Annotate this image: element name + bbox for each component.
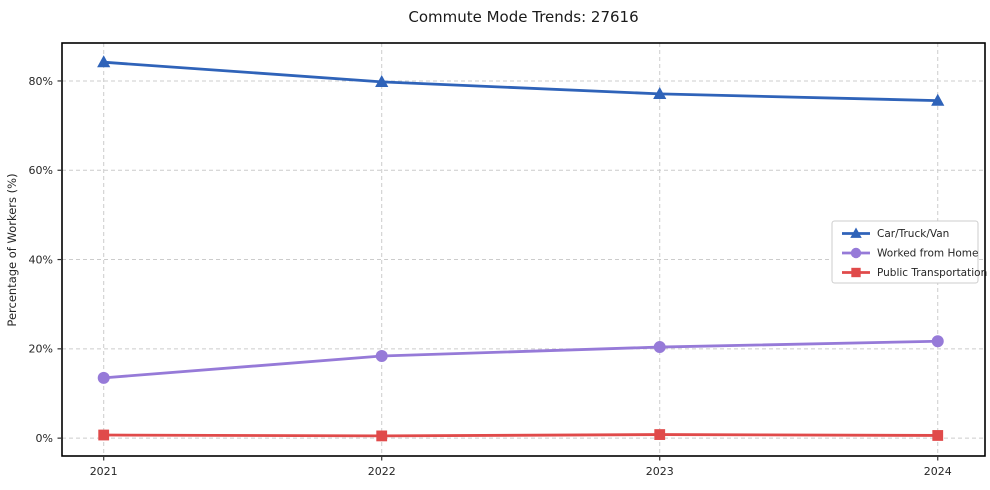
axes-frame bbox=[61, 42, 986, 457]
legend bbox=[831, 220, 979, 284]
legend-swatch-marker bbox=[851, 267, 861, 278]
y-tick-label: 20% bbox=[29, 343, 53, 356]
x-tick-label: 2024 bbox=[924, 465, 952, 478]
y-tick-label: 0% bbox=[36, 432, 53, 445]
y-tick-label: 40% bbox=[29, 253, 53, 266]
marker-worked-from-home bbox=[97, 371, 110, 384]
y-tick-label: 80% bbox=[29, 75, 53, 88]
marker-car-truck-van bbox=[653, 86, 667, 99]
legend-swatch-marker bbox=[850, 227, 862, 238]
legend-label: Car/Truck/Van bbox=[877, 228, 949, 240]
series-line-public-transportation bbox=[102, 433, 940, 438]
chart-title: Commute Mode Trends: 27616 bbox=[408, 8, 639, 26]
marker-car-truck-van bbox=[931, 93, 945, 106]
marker-public-transportation bbox=[376, 430, 388, 442]
marker-worked-from-home bbox=[653, 341, 666, 354]
marker-worked-from-home bbox=[931, 335, 944, 348]
marker-public-transportation bbox=[98, 429, 110, 441]
series-line-worked-from-home bbox=[102, 339, 940, 380]
legend-swatch-marker bbox=[850, 247, 862, 259]
x-tick-label: 2022 bbox=[368, 465, 396, 478]
marker-worked-from-home bbox=[375, 349, 388, 362]
marker-public-transportation bbox=[654, 429, 666, 440]
series-line-car-truck-van bbox=[102, 60, 940, 102]
x-tick-label: 2023 bbox=[646, 465, 674, 478]
marker-car-truck-van bbox=[375, 74, 389, 87]
x-tick-label: 2021 bbox=[90, 465, 118, 478]
marker-public-transportation bbox=[932, 430, 944, 441]
legend-label: Public Transportation bbox=[877, 267, 987, 279]
marker-car-truck-van bbox=[97, 55, 111, 68]
y-tick-label: 60% bbox=[29, 164, 53, 177]
legend-label: Worked from Home bbox=[877, 248, 978, 260]
